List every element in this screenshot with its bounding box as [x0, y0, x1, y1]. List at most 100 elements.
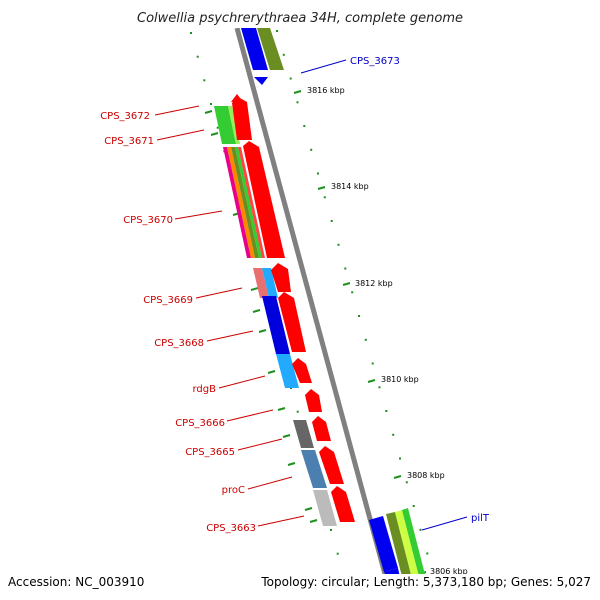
map-title: Colwellia psychrerythraea 34H, complete … — [137, 11, 463, 26]
track-dot — [351, 291, 354, 294]
track-dot — [282, 53, 285, 56]
forward-gene-olive-block[interactable] — [257, 28, 284, 70]
reverse-gene-cps3665-arrow-a[interactable] — [312, 416, 331, 441]
cog-stripe-rdgb — [276, 354, 299, 388]
cog-stripe-cps3663 — [313, 490, 337, 526]
reverse-gene-rdgb-arrow[interactable] — [292, 358, 312, 383]
track-dot — [337, 243, 340, 246]
gene-label-cps3665[interactable]: CPS_3665 — [185, 447, 235, 458]
inner-marker — [267, 370, 276, 374]
accession-text: Accession: NC_003910 — [8, 575, 144, 589]
inner-marker — [258, 329, 267, 333]
genome-backbone — [234, 28, 388, 574]
gene-label-proc[interactable]: proC — [222, 485, 245, 496]
reverse-gene-cps3670-arrow[interactable] — [243, 141, 285, 258]
track-dot — [426, 552, 429, 555]
track-dot — [317, 172, 319, 175]
inner-track-markers — [204, 110, 318, 523]
cog-stripe — [227, 147, 255, 258]
reverse-gene-cps3663-arrow[interactable] — [331, 486, 355, 522]
label-connector-cps3671 — [156, 129, 205, 141]
track-dot — [344, 267, 347, 270]
tick-mark — [293, 90, 302, 94]
cog-stripe-pilt — [386, 512, 411, 574]
forward-gene-pilt-block[interactable] — [369, 516, 398, 572]
cog-stripe — [262, 268, 278, 298]
gene-label-cps3670[interactable]: CPS_3670 — [123, 215, 173, 226]
inner-marker — [250, 287, 259, 291]
gene-label-cps3669[interactable]: CPS_3669 — [143, 295, 193, 306]
position-tick-label: 3816 kbp — [307, 86, 345, 95]
genome-summary-text: Topology: circular; Length: 5,373,180 bp… — [260, 575, 591, 589]
label-connector-cps3670 — [174, 210, 223, 220]
gene-label-cps3666[interactable]: CPS_3666 — [175, 418, 225, 429]
gene-label-cps3668[interactable]: CPS_3668 — [154, 338, 204, 349]
label-connector-cps3668 — [206, 330, 254, 342]
label-connector-rdgb — [218, 375, 266, 389]
position-tick-label: 3812 kbp — [355, 279, 393, 288]
forward-gene-cps3673-arrow[interactable] — [254, 77, 268, 85]
track-dot — [196, 55, 199, 58]
gene-label-cps3671[interactable]: CPS_3671 — [104, 136, 154, 147]
gene-label-cps3673[interactable]: CPS_3673 — [350, 56, 400, 67]
track-dot — [419, 528, 422, 531]
track-dot — [296, 410, 299, 413]
tick-mark — [342, 282, 351, 286]
track-dot — [364, 338, 367, 341]
cog-stripe — [223, 147, 251, 258]
label-connector-cps3665 — [237, 438, 283, 451]
gene-label-rdgb[interactable]: rdgB — [193, 384, 217, 395]
reverse-gene-cps3668-arrow[interactable] — [278, 292, 306, 352]
track-dot — [371, 362, 374, 365]
track-dot — [303, 125, 306, 127]
position-tick-label: 3810 kbp — [381, 375, 419, 384]
track-dot — [289, 77, 292, 80]
position-tick-marks — [293, 90, 427, 574]
track-dot — [310, 148, 313, 151]
reverse-gene-cps3672-arrow[interactable] — [232, 97, 252, 140]
cog-stripe — [231, 147, 259, 258]
reverse-gene-cps3666-arrow[interactable] — [305, 389, 322, 412]
inner-marker — [204, 110, 213, 114]
forward-gene-cps3673-block[interactable] — [241, 28, 268, 70]
tick-mark — [317, 186, 326, 190]
track-dot — [392, 433, 395, 436]
inner-marker — [252, 309, 261, 313]
cog-stripe-cps3665-top — [293, 420, 314, 448]
track-dot — [190, 32, 192, 34]
position-tick-label: 3806 kbp — [430, 567, 468, 576]
cog-stripe-cps3668 — [262, 296, 290, 354]
cog-stripe-cps3665 — [301, 450, 327, 488]
position-tick-label: 3808 kbp — [407, 471, 445, 480]
track-dot — [385, 410, 388, 412]
inner-marker — [287, 462, 296, 466]
label-connector-pilt — [421, 516, 468, 531]
cog-stripe — [235, 147, 262, 258]
track-dot — [399, 457, 401, 460]
cog-stripe — [253, 268, 269, 298]
track-dot — [210, 103, 212, 105]
cog-stripe-cps3670 — [223, 147, 265, 258]
track-dot — [330, 529, 332, 531]
inner-marker — [282, 434, 291, 438]
gene-label-cps3663[interactable]: CPS_3663 — [206, 523, 256, 534]
cog-stripe-pilt — [395, 510, 419, 574]
label-connector-cps3672 — [154, 105, 200, 116]
reverse-gene-cps3669-arrow[interactable] — [271, 263, 291, 292]
inner-marker — [309, 519, 318, 523]
track-dot — [336, 552, 339, 555]
track-dot — [216, 126, 219, 129]
outer-dotted-track — [276, 30, 429, 555]
cog-stripe — [238, 147, 265, 258]
reverse-gene-cps3665-arrow-b[interactable] — [319, 446, 344, 484]
track-dot — [378, 386, 381, 389]
gene-label-cps3672[interactable]: CPS_3672 — [100, 111, 150, 122]
label-connector-cps3663 — [257, 515, 305, 527]
inner-marker — [304, 507, 313, 511]
forward-gene-pilt-arrow[interactable] — [384, 568, 400, 582]
cog-stripe-pilt — [402, 508, 425, 574]
track-dot — [296, 101, 299, 104]
cog-stripe-cps3669 — [253, 268, 278, 298]
gene-label-pilt[interactable]: pilT — [471, 513, 490, 524]
